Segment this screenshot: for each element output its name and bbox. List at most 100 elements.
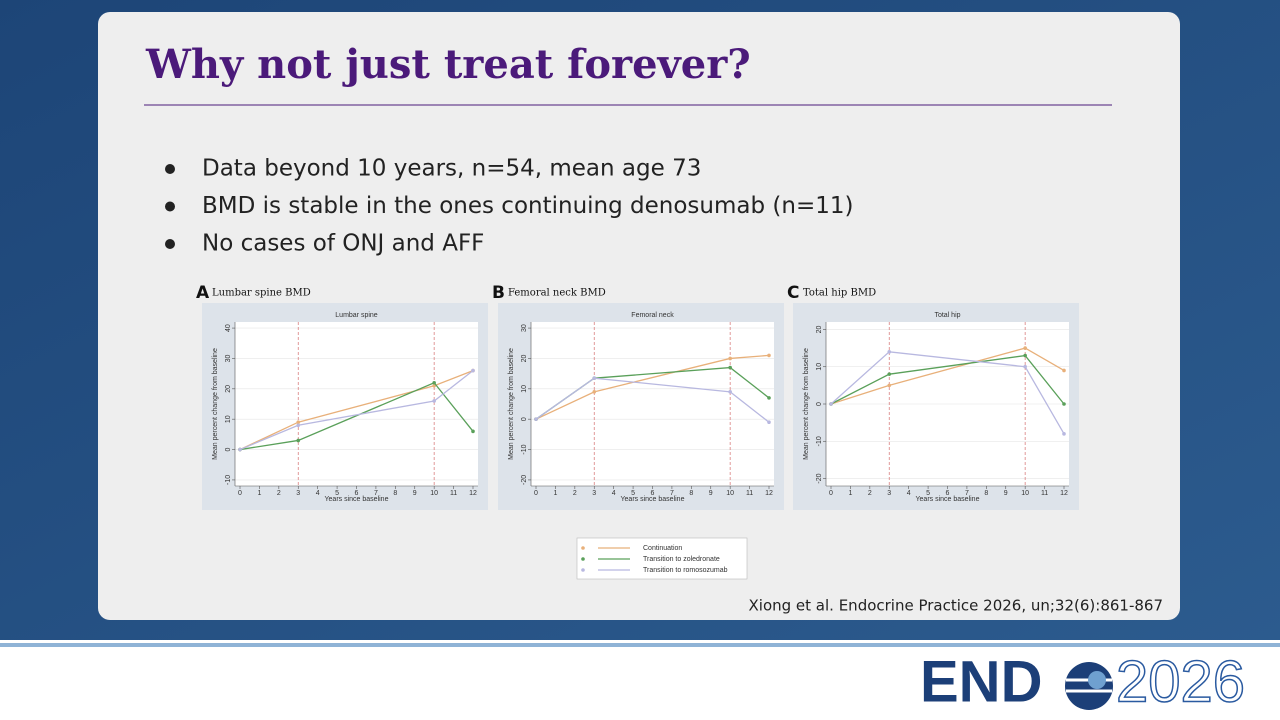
point bbox=[471, 429, 475, 434]
x-tick-label: 5 bbox=[631, 490, 635, 497]
logo-year: 2026 bbox=[1116, 649, 1245, 714]
legend-label: Transition to romosozumab bbox=[643, 567, 728, 574]
y-tick-label: 0 bbox=[225, 448, 232, 452]
x-tick-label: 2 bbox=[868, 490, 872, 497]
series-line bbox=[830, 347, 1065, 405]
point bbox=[592, 376, 597, 380]
x-tick-label: 3 bbox=[592, 490, 596, 497]
y-tick-label: 20 bbox=[225, 385, 232, 393]
legend-label: Transition to zoledronate bbox=[643, 556, 720, 563]
x-axis-label: Years since baseline bbox=[325, 496, 389, 503]
x-tick-label: 1 bbox=[553, 490, 557, 497]
point bbox=[296, 420, 301, 425]
y-tick-label: 20 bbox=[521, 354, 528, 362]
point bbox=[1023, 364, 1027, 369]
y-tick-label: -10 bbox=[816, 436, 823, 446]
x-tick-label: 7 bbox=[670, 490, 674, 497]
point bbox=[296, 423, 301, 428]
x-tick-label: 8 bbox=[393, 490, 397, 497]
point bbox=[887, 383, 892, 388]
point bbox=[887, 372, 892, 376]
y-axis-label: Mean percent change from baseline bbox=[508, 348, 515, 460]
bullet-text: No cases of ONJ and AFF bbox=[202, 231, 484, 257]
y-axis-label: Mean percent change from baseline bbox=[803, 348, 810, 460]
x-tick-label: 1 bbox=[848, 490, 852, 497]
x-tick-label: 6 bbox=[651, 490, 655, 497]
x-tick-label: 4 bbox=[612, 490, 616, 497]
y-tick-label: 40 bbox=[225, 324, 232, 332]
chart-heading: Lumbar spine BMD bbox=[212, 288, 311, 299]
chart-title: Lumbar spine bbox=[335, 312, 378, 319]
x-tick-label: 9 bbox=[413, 490, 417, 497]
legend-marker bbox=[581, 546, 585, 550]
point bbox=[767, 396, 771, 400]
y-tick-label: 20 bbox=[816, 325, 823, 333]
y-tick-label: 0 bbox=[816, 402, 823, 406]
x-tick-label: 7 bbox=[965, 490, 969, 497]
x-tick-label: 9 bbox=[709, 490, 713, 497]
y-tick-label: -10 bbox=[521, 444, 528, 454]
point bbox=[829, 402, 833, 406]
x-tick-label: 5 bbox=[926, 490, 930, 497]
bullet-dot bbox=[165, 239, 175, 249]
x-tick-label: 10 bbox=[430, 490, 438, 497]
y-tick-label: 30 bbox=[225, 354, 232, 362]
y-tick-label: 10 bbox=[225, 415, 232, 423]
chart-heading: Femoral neck BMD bbox=[508, 288, 606, 299]
panel-letter: A bbox=[196, 283, 210, 303]
chart: A Lumbar spine BMD Lumbar spine -10 0 10 20 30 4… bbox=[196, 283, 488, 510]
legend-marker bbox=[581, 568, 585, 572]
series-line bbox=[239, 381, 474, 451]
x-tick-label: 12 bbox=[765, 490, 773, 497]
bullet-dot bbox=[165, 164, 175, 174]
x-tick-label: 10 bbox=[1021, 490, 1029, 497]
panel-letter: C bbox=[787, 283, 799, 303]
point bbox=[1062, 402, 1066, 406]
plot-area bbox=[531, 322, 774, 486]
x-tick-label: 4 bbox=[316, 490, 320, 497]
chart-title: Femoral neck bbox=[631, 312, 674, 319]
logo-globe bbox=[1065, 662, 1113, 710]
bullet-text: BMD is stable in the ones continuing den… bbox=[202, 193, 853, 219]
series-line bbox=[830, 351, 1065, 435]
bullet-list: Data beyond 10 years, n=54, mean age 73 B… bbox=[165, 156, 853, 257]
chart-heading: Total hip BMD bbox=[803, 288, 876, 299]
point bbox=[471, 368, 475, 373]
point bbox=[767, 420, 771, 425]
x-tick-label: 11 bbox=[1041, 490, 1048, 497]
x-tick-label: 10 bbox=[726, 490, 734, 497]
series-line bbox=[535, 354, 770, 420]
y-tick-label: -10 bbox=[225, 475, 232, 485]
series-line bbox=[239, 370, 474, 451]
point bbox=[432, 380, 436, 385]
y-tick-label: 10 bbox=[816, 363, 823, 371]
series-line bbox=[239, 369, 474, 451]
x-tick-label: 3 bbox=[296, 490, 300, 497]
logo-brand: END bbox=[920, 649, 1042, 714]
legend-marker bbox=[581, 557, 585, 561]
y-tick-label: 30 bbox=[521, 324, 528, 332]
x-tick-label: 5 bbox=[335, 490, 339, 497]
point bbox=[592, 390, 597, 394]
chart-title: Total hip bbox=[934, 312, 960, 319]
y-tick-label: -20 bbox=[521, 475, 528, 485]
x-tick-label: 2 bbox=[573, 490, 577, 497]
x-tick-label: 2 bbox=[277, 490, 281, 497]
point bbox=[1023, 346, 1027, 350]
legend-label: Continuation bbox=[643, 545, 682, 552]
series-line bbox=[830, 354, 1065, 405]
x-tick-label: 7 bbox=[374, 490, 378, 497]
x-tick-label: 6 bbox=[946, 490, 950, 497]
citation: Xiong et al. Endocrine Practice 2026, un… bbox=[749, 597, 1163, 615]
x-tick-label: 8 bbox=[689, 490, 693, 497]
x-tick-label: 11 bbox=[450, 490, 457, 497]
y-axis-label: Mean percent change from baseline bbox=[212, 348, 219, 460]
point bbox=[1062, 368, 1066, 373]
bullet-dot bbox=[165, 201, 175, 212]
y-tick-label: -20 bbox=[816, 473, 823, 483]
x-tick-label: 11 bbox=[746, 490, 753, 497]
point bbox=[728, 365, 732, 370]
